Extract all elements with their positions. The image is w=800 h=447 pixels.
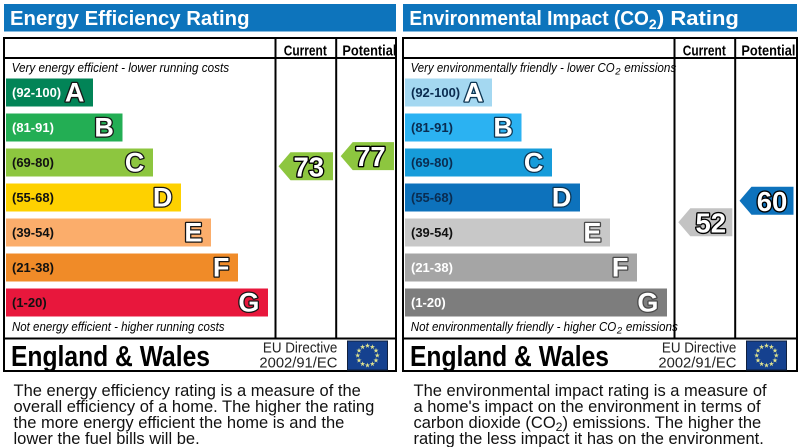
svg-text:(39-54): (39-54) — [12, 225, 54, 240]
svg-text:B: B — [94, 113, 114, 143]
svg-text:England & Wales: England & Wales — [11, 341, 210, 373]
svg-text:52: 52 — [696, 207, 727, 238]
svg-text:G: G — [238, 288, 259, 318]
svg-text:overall efficiency of a home.: overall efficiency of a home. The higher… — [14, 398, 375, 416]
svg-text:(55-68): (55-68) — [12, 190, 54, 205]
svg-text:2: 2 — [649, 16, 657, 32]
svg-text:Current: Current — [284, 43, 327, 60]
svg-text:2: 2 — [616, 326, 623, 337]
svg-text:(92-100): (92-100) — [411, 85, 460, 100]
svg-text:(81-91): (81-91) — [12, 120, 54, 135]
svg-text:England & Wales: England & Wales — [410, 341, 609, 373]
svg-text:Energy Efficiency Rating: Energy Efficiency Rating — [10, 8, 250, 30]
svg-text:Not environmentally friendly -: Not environmentally friendly - higher CO — [411, 320, 617, 334]
svg-text:lower the fuel bills will be.: lower the fuel bills will be. — [14, 430, 200, 447]
svg-text:emissions: emissions — [624, 61, 677, 75]
svg-text:Potential: Potential — [342, 43, 396, 60]
svg-text:) Rating: ) Rating — [657, 8, 739, 30]
svg-text:Very energy efficient - lower: Very energy efficient - lower running co… — [12, 61, 230, 75]
svg-text:Very environmentally friendly: Very environmentally friendly - lower CO — [411, 61, 615, 75]
svg-text:The environmental impact ratin: The environmental impact rating is a mea… — [414, 382, 767, 400]
svg-text:(21-38): (21-38) — [12, 260, 54, 275]
svg-text:a home's impact on the environ: a home's impact on the environment in te… — [414, 398, 761, 416]
svg-text:2: 2 — [614, 67, 621, 78]
svg-text:60: 60 — [757, 186, 788, 217]
svg-text:A: A — [464, 78, 484, 108]
svg-text:B: B — [493, 113, 513, 143]
svg-text:Potential: Potential — [741, 43, 795, 60]
svg-text:C: C — [125, 148, 145, 178]
svg-text:The energy efficiency rating i: The energy efficiency rating is a measur… — [14, 382, 361, 400]
svg-text:carbon dioxide (CO2) emissions: carbon dioxide (CO2) emissions. The high… — [414, 414, 762, 434]
svg-text:(1-20): (1-20) — [411, 295, 446, 310]
svg-text:EU Directive: EU Directive — [263, 340, 338, 356]
svg-text:2002/91/EC: 2002/91/EC — [658, 356, 736, 372]
svg-text:(39-54): (39-54) — [411, 225, 453, 240]
svg-text:(69-80): (69-80) — [12, 155, 54, 170]
svg-text:F: F — [612, 253, 629, 283]
svg-text:G: G — [637, 288, 658, 318]
svg-text:A: A — [65, 78, 85, 108]
svg-text:(21-38): (21-38) — [411, 260, 453, 275]
svg-text:Environmental Impact (CO: Environmental Impact (CO — [409, 8, 649, 30]
svg-text:(81-91): (81-91) — [411, 120, 453, 135]
svg-text:(92-100): (92-100) — [12, 85, 61, 100]
svg-text:(1-20): (1-20) — [12, 295, 47, 310]
svg-text:73: 73 — [294, 151, 325, 182]
svg-text:77: 77 — [355, 141, 386, 172]
svg-text:rating the less impact it has: rating the less impact it has on the env… — [414, 430, 764, 447]
svg-text:(55-68): (55-68) — [411, 190, 453, 205]
svg-text:2002/91/EC: 2002/91/EC — [259, 356, 337, 372]
svg-text:E: E — [583, 218, 601, 248]
svg-text:Current: Current — [683, 43, 726, 60]
svg-text:emissions: emissions — [626, 320, 679, 334]
svg-text:D: D — [153, 183, 173, 213]
svg-text:F: F — [213, 253, 230, 283]
svg-text:Not energy efficient - higher: Not energy efficient - higher running co… — [12, 320, 225, 334]
svg-text:D: D — [552, 183, 572, 213]
svg-text:EU Directive: EU Directive — [662, 340, 737, 356]
svg-text:(69-80): (69-80) — [411, 155, 453, 170]
svg-text:C: C — [524, 148, 544, 178]
svg-text:the more energy efficient the: the more energy efficient the home is an… — [14, 414, 345, 432]
svg-text:E: E — [184, 218, 202, 248]
